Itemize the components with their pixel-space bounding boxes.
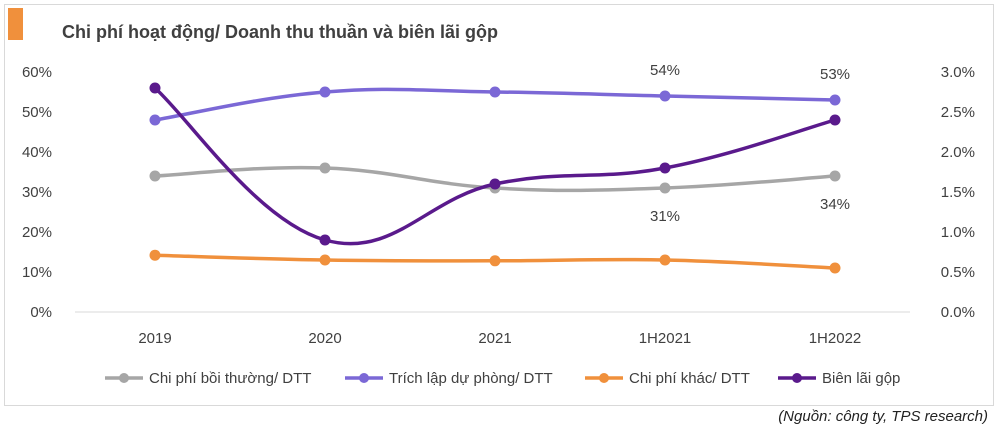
accent-bar [8,8,23,40]
series-2-point [489,255,501,267]
y-left-tick-label: 50% [22,104,52,121]
y-right-tick-label: 1.0% [941,224,975,241]
series-2-point [149,249,161,261]
legend-swatch-marker [792,373,802,383]
chart-title: Chi phí hoạt động/ Doanh thu thuần và bi… [62,22,498,42]
series-0-point [659,182,671,194]
data-label: 54% [650,62,680,79]
x-tick-label: 1H2021 [639,330,692,347]
source-note: (Nguồn: công ty, TPS research) [778,408,988,425]
legend-label: Chi phí khác/ DTT [629,370,750,387]
series-2-point [319,254,331,266]
x-tick-label: 1H2022 [809,330,862,347]
y-left-tick-label: 0% [30,304,52,321]
data-label: 31% [650,208,680,225]
legend-swatch-marker [119,373,129,383]
y-right-tick-label: 3.0% [941,64,975,81]
series-0-point [319,162,331,174]
series-0-point [149,170,161,182]
y-right-tick-label: 1.5% [941,184,975,201]
series-3-point [149,82,161,94]
series-3-point [659,162,671,174]
data-label: 53% [820,66,850,83]
chart-frame [4,4,994,406]
legend-swatch-marker [359,373,369,383]
series-2-point [659,254,671,266]
y-right-tick-label: 0.5% [941,264,975,281]
x-tick-label: 2020 [308,330,341,347]
series-1-point [319,86,331,98]
y-left-tick-label: 30% [22,184,52,201]
series-0-point [829,170,841,182]
data-label: 34% [820,196,850,213]
legend-label: Biên lãi gộp [822,370,900,387]
y-left-tick-label: 40% [22,144,52,161]
series-3-point [489,178,501,190]
legend-label: Trích lập dự phòng/ DTT [389,370,553,387]
y-left-tick-label: 20% [22,224,52,241]
series-2-point [829,262,841,274]
y-left-tick-label: 10% [22,264,52,281]
y-right-tick-label: 2.5% [941,104,975,121]
y-right-tick-label: 2.0% [941,144,975,161]
series-line-3 [153,86,837,246]
y-right-tick-label: 0.0% [941,304,975,321]
series-3-point [829,114,841,126]
series-1-point [829,94,841,106]
series-1-point [489,86,501,98]
series-3-point [319,234,331,246]
legend-label: Chi phí bồi thường/ DTT [149,370,311,387]
x-tick-label: 2019 [138,330,171,347]
series-1-point [149,114,161,126]
series-1-point [659,90,671,102]
legend-swatch-marker [599,373,609,383]
x-tick-label: 2021 [478,330,511,347]
y-left-tick-label: 60% [22,64,52,81]
